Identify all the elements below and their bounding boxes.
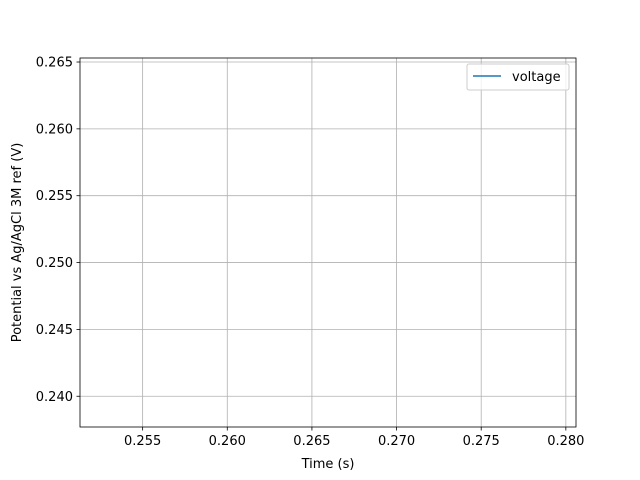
y-axis-label: Potential vs Ag/AgCl 3M ref (V) xyxy=(10,143,25,343)
x-axis-ticks: 0.255 0.260 0.265 0.270 0.275 0.280 xyxy=(124,427,584,449)
axes-background xyxy=(80,58,576,427)
x-tick-label: 0.265 xyxy=(293,434,330,449)
y-tick-label: 0.260 xyxy=(36,122,73,137)
x-tick-label: 0.270 xyxy=(378,434,415,449)
grid xyxy=(80,58,576,427)
y-tick-label: 0.240 xyxy=(36,390,73,405)
y-axis-ticks: 0.240 0.245 0.250 0.255 0.260 0.265 xyxy=(36,56,80,405)
x-tick-label: 0.260 xyxy=(209,434,246,449)
legend-box xyxy=(466,63,570,91)
y-tick-label: 0.245 xyxy=(36,323,73,338)
plot-area: 0.255 0.260 0.265 0.270 0.275 0.280 0.2400.24… xyxy=(36,56,585,449)
legend-entry-voltage: voltage xyxy=(512,70,561,85)
x-axis-label: Time (s) xyxy=(301,457,355,472)
axes-frame xyxy=(79,57,577,428)
y-tick-label: 0.250 xyxy=(36,256,73,271)
x-tick-label: 0.280 xyxy=(547,434,584,449)
y-tick-label: 0.255 xyxy=(36,189,73,204)
legend: voltage xyxy=(466,63,570,91)
x-tick-label: 0.275 xyxy=(463,434,500,449)
y-tick-label: 0.265 xyxy=(36,56,73,71)
x-tick-label: 0.255 xyxy=(124,434,161,449)
